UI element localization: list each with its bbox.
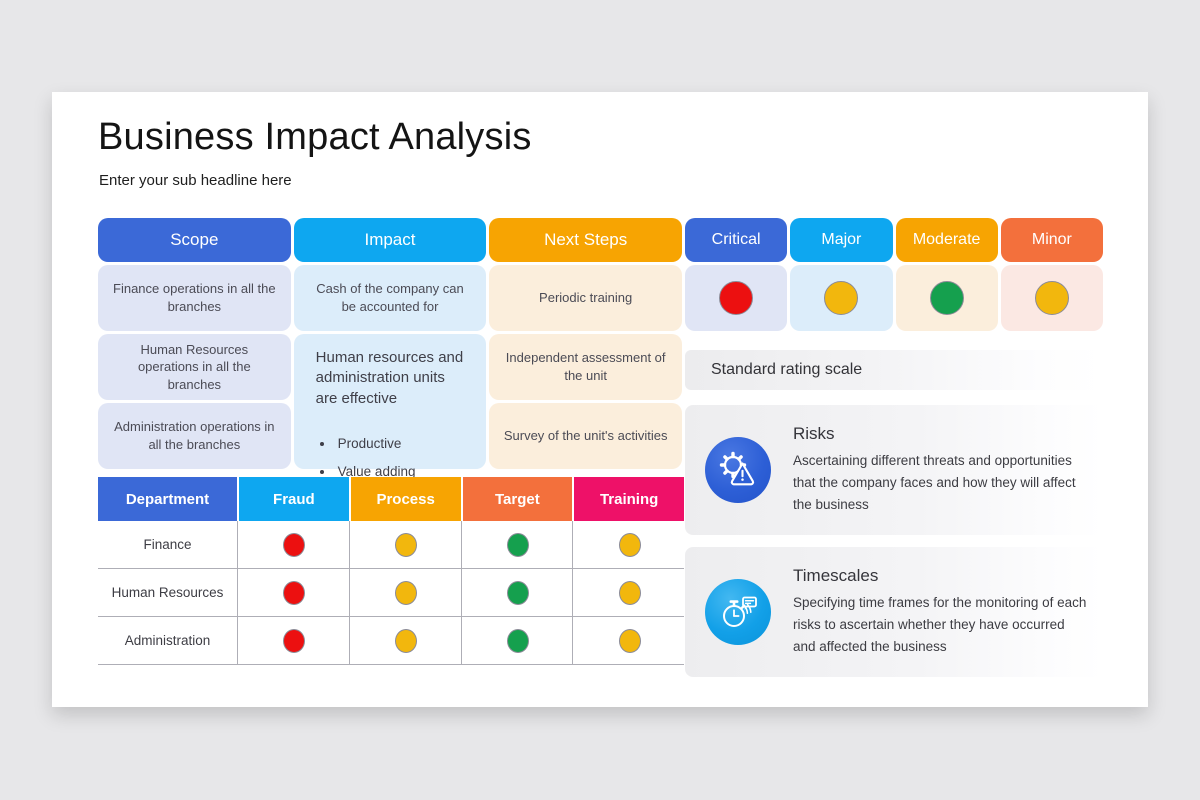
green-status-dot [929, 281, 964, 315]
dept-header-target: Target [462, 477, 573, 521]
yellow-status-dot [618, 580, 641, 605]
impact-merged-heading: Human resources and administration units… [315, 349, 464, 407]
bullet-item: Productive [316, 435, 416, 453]
scope-cell: Human Resources operations in all the br… [98, 334, 291, 400]
rating-header-moderate: Moderate [895, 218, 998, 262]
impact-column-header: Impact [293, 218, 487, 262]
dept-dot-cell [237, 521, 349, 569]
stopwatch-icon [705, 579, 771, 645]
department-table: Department Fraud Process Target Training… [98, 477, 684, 665]
dept-dot-cell [572, 569, 684, 617]
bullet-label: Value adding [337, 463, 416, 479]
bullet-dot [319, 441, 324, 446]
rating-header-major: Major [790, 218, 893, 262]
dept-dot-cell [237, 569, 349, 617]
impact-merged-cell: Human resources and administration units… [293, 334, 487, 479]
dept-row-name: Finance [98, 521, 237, 569]
dept-header-process: Process [350, 477, 461, 521]
next-steps-column-header: Next Steps [489, 218, 682, 262]
green-status-dot [506, 532, 529, 557]
dept-dot-cell [572, 521, 684, 569]
dept-dot-cell [572, 617, 684, 665]
next-steps-cell: Independent assessment of the unit [489, 334, 682, 400]
timescales-card: Timescales Specifying time frames for th… [685, 547, 1103, 677]
scope-column-header: Scope [98, 218, 291, 262]
red-status-dot [719, 281, 754, 315]
slide: Business Impact Analysis Enter your sub … [52, 92, 1148, 707]
dept-dot-cell [348, 569, 461, 617]
red-status-dot [283, 580, 306, 605]
yellow-status-dot [395, 628, 418, 653]
risks-card-title: Risks [793, 424, 835, 444]
dept-dot-cell [237, 617, 349, 665]
risks-card: Risks Ascertaining different threats and… [685, 405, 1103, 535]
gear-warning-icon [705, 437, 771, 503]
yellow-status-dot [395, 580, 418, 605]
scope-cell: Finance operations in all the branches [98, 265, 291, 331]
yellow-status-dot [824, 281, 859, 315]
dept-dot-cell [348, 521, 461, 569]
dept-dot-cell [348, 617, 461, 665]
rating-dot-cell-moderate [895, 265, 998, 331]
bullet-dot [319, 470, 324, 475]
dept-row-name: Human Resources [98, 569, 237, 617]
risks-card-body: Ascertaining different threats and oppor… [793, 453, 1076, 512]
timescales-card-body: Specifying time frames for the monitorin… [793, 595, 1087, 654]
scope-cell: Administration operations in all the bra… [98, 403, 291, 469]
rating-header-critical: Critical [685, 218, 788, 262]
impact-bullet-list: Productive Value adding [316, 425, 416, 481]
red-status-dot [283, 628, 306, 653]
yellow-status-dot [618, 628, 641, 653]
dept-header-department: Department [98, 477, 237, 521]
dept-dot-cell [460, 617, 573, 665]
rating-dot-cell-critical [685, 265, 788, 331]
dept-header-training: Training [574, 477, 684, 521]
page-title: Business Impact Analysis [98, 116, 532, 158]
green-status-dot [506, 580, 529, 605]
bullet-label: Productive [337, 435, 402, 451]
timescales-card-text: Timescales Specifying time frames for th… [793, 566, 1089, 658]
timescales-card-title: Timescales [793, 566, 879, 586]
rating-scale-caption: Standard rating scale [685, 350, 1103, 390]
bullet-item: Value adding [316, 463, 416, 481]
rating-dot-cell-minor [1000, 265, 1103, 331]
scope-impact-table: Scope Impact Next Steps Finance operatio… [98, 218, 682, 479]
yellow-status-dot [618, 532, 641, 557]
rating-scale-table: Critical Major Moderate Minor [685, 218, 1103, 331]
dept-dot-cell [460, 521, 573, 569]
next-steps-cell: Periodic training [489, 265, 682, 331]
green-status-dot [506, 628, 529, 653]
dept-header-fraud: Fraud [239, 477, 349, 521]
page-subtitle: Enter your sub headline here [99, 172, 292, 189]
rating-dot-cell-major [790, 265, 893, 331]
yellow-status-dot [1034, 281, 1069, 315]
impact-cell: Cash of the company can be accounted for [293, 265, 487, 331]
red-status-dot [283, 532, 306, 557]
dept-row-name: Administration [98, 617, 237, 665]
yellow-status-dot [395, 532, 418, 557]
next-steps-cell: Survey of the unit's activities [489, 403, 682, 469]
risks-card-text: Risks Ascertaining different threats and… [793, 424, 1089, 516]
dept-dot-cell [460, 569, 573, 617]
rating-header-minor: Minor [1000, 218, 1103, 262]
